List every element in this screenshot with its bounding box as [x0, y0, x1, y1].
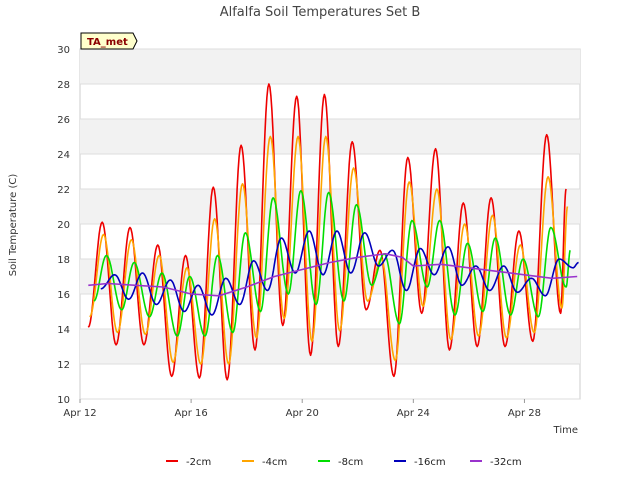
legend-label: -32cm [490, 457, 522, 468]
y-tick-label: 28 [57, 80, 70, 91]
legend: -2cm -4cm -8cm -16cm -32cm [166, 457, 522, 468]
chart-title: Alfalfa Soil Temperatures Set B [220, 5, 421, 20]
y-tick-label: 22 [57, 185, 70, 196]
plot-band [80, 49, 580, 84]
x-tick-label: Apr 24 [397, 408, 430, 419]
series-line-neg4cm [89, 135, 569, 365]
y-tick-label: 14 [57, 325, 70, 336]
legend-label: -16cm [414, 457, 446, 468]
y-tick-label: 20 [57, 220, 70, 231]
y-tick-label: 10 [57, 395, 70, 406]
badge-shape [80, 32, 138, 50]
y-tick-label: 26 [57, 115, 70, 126]
plot-band [80, 119, 580, 154]
y-tick-label: 18 [57, 255, 70, 266]
series-lines [87, 83, 579, 381]
legend-label: -4cm [262, 457, 287, 468]
y-tick-label: 24 [57, 150, 70, 161]
x-tick-label: Apr 28 [508, 408, 541, 419]
badge-label: TA_met [87, 37, 128, 48]
y-axis-ticks: 10 12 14 16 18 20 22 24 26 28 30 [57, 45, 70, 406]
x-tick-label: Apr 16 [175, 408, 208, 419]
ta-met-badge: TA_met [80, 32, 138, 50]
x-axis-title: Time [553, 425, 578, 436]
grid-lines [80, 48, 580, 400]
series-line-neg16cm [100, 230, 579, 316]
x-axis-ticks: Apr 12 Apr 16 Apr 20 Apr 24 Apr 28 [63, 399, 541, 419]
plot-band [80, 329, 580, 364]
x-tick-label: Apr 12 [63, 408, 96, 419]
y-axis-title: Soil Temperature (C) [8, 174, 19, 277]
series-line-neg32cm [88, 253, 578, 297]
legend-label: -8cm [338, 457, 363, 468]
series-line-neg8cm [93, 190, 571, 337]
x-tick-label: Apr 20 [286, 408, 319, 419]
y-tick-label: 12 [57, 360, 70, 371]
y-tick-label: 30 [57, 45, 70, 56]
y-tick-label: 16 [57, 290, 70, 301]
legend-label: -2cm [186, 457, 211, 468]
